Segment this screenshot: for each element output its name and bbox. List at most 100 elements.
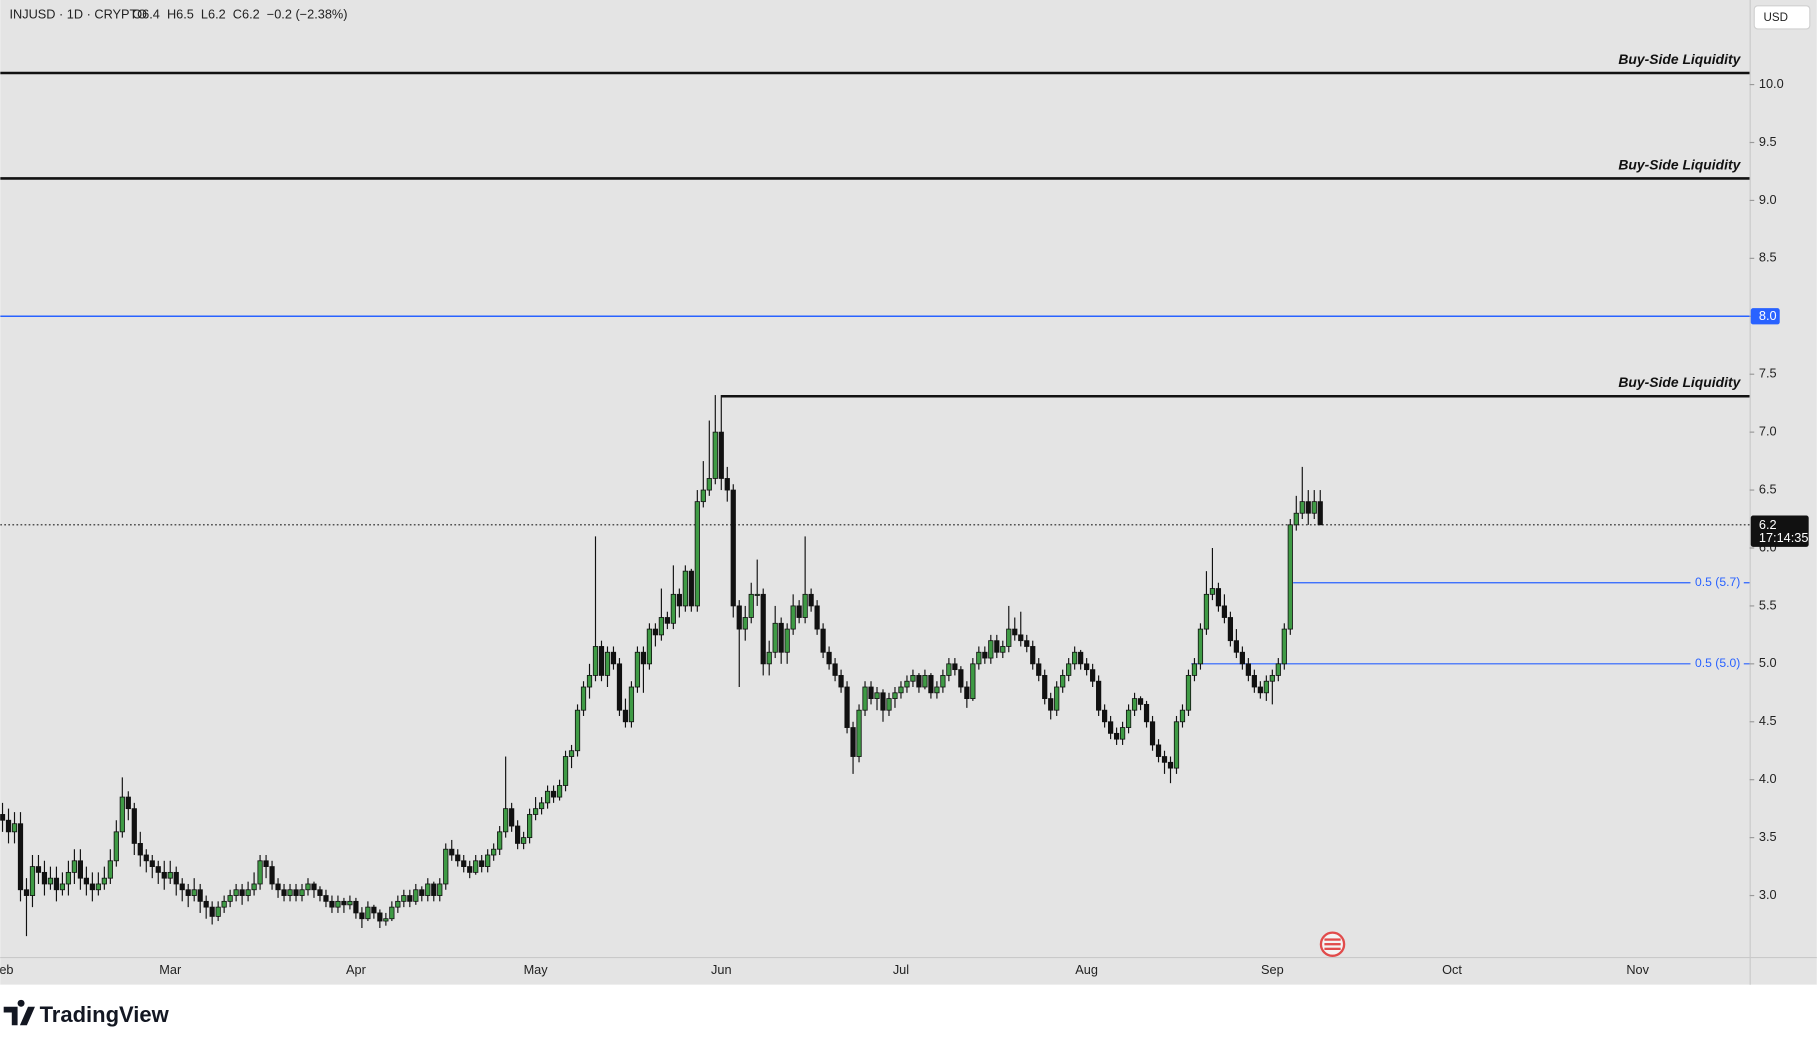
candle-body — [1072, 651, 1078, 665]
candle-body — [592, 646, 599, 676]
x-tick-label: Apr — [346, 962, 367, 977]
candle-body — [167, 871, 173, 879]
y-tick-label: 5.5 — [1759, 597, 1777, 612]
candle-body — [293, 889, 299, 896]
candle-body — [754, 593, 760, 596]
candle-body — [880, 692, 886, 711]
candle-body — [646, 628, 653, 665]
candle-body — [544, 790, 551, 804]
candle-body — [1173, 721, 1180, 769]
candle-body — [101, 877, 107, 885]
flag-stripe — [1324, 938, 1341, 941]
candle-body — [706, 478, 712, 491]
y-tick-label: 3.5 — [1759, 829, 1777, 844]
candle-body — [850, 727, 856, 757]
candle-body — [1078, 651, 1084, 665]
candle-body — [1060, 675, 1066, 688]
events-flag[interactable] — [1319, 931, 1346, 957]
candle-body — [419, 889, 425, 896]
candle-body — [1263, 680, 1269, 694]
x-tick-label: Mar — [159, 962, 182, 977]
candle-body — [239, 889, 245, 896]
last-price-label: 6.2 — [1759, 517, 1777, 532]
candle-body — [467, 866, 473, 873]
candle-body — [1137, 698, 1144, 705]
candle-body — [1167, 761, 1174, 769]
candle-body — [245, 889, 251, 896]
candle-body — [1293, 512, 1299, 526]
candle-body — [1000, 646, 1006, 653]
currency-box[interactable] — [1753, 5, 1811, 30]
candle-body — [485, 854, 491, 867]
candle-body — [5, 819, 12, 833]
candle-body — [808, 593, 814, 607]
candle-body — [934, 686, 940, 694]
candle-body — [604, 651, 611, 676]
brand-logo[interactable]: TradingView — [3, 999, 170, 1027]
candle-body — [311, 883, 317, 891]
candle-body — [538, 802, 545, 810]
candle-body — [622, 709, 629, 723]
candle-body — [431, 883, 437, 896]
candle-body — [275, 883, 281, 891]
price-axis: 3.03.54.04.55.05.56.06.57.07.58.08.59.09… — [1749, 76, 1809, 902]
candle-body — [53, 877, 60, 891]
liquidity-label: Buy-Side Liquidity — [1618, 374, 1741, 390]
y-tick-label: 6.5 — [1759, 481, 1777, 496]
candle-body — [814, 605, 820, 630]
fib-label: 0.5 (5.7) — [1695, 575, 1740, 589]
candle-body — [1131, 698, 1138, 711]
candle-body — [772, 622, 778, 653]
x-tick-label: Aug — [1075, 962, 1098, 977]
candle-body — [59, 883, 66, 891]
candle-body — [1299, 501, 1305, 514]
candle-body — [916, 675, 922, 688]
candle-body — [407, 895, 413, 902]
candle-body — [107, 860, 113, 879]
candle-body — [1191, 663, 1198, 676]
candle-body — [910, 675, 916, 682]
flag-stripe — [1324, 943, 1341, 946]
candle-body — [353, 900, 359, 914]
candle-body — [1024, 640, 1030, 647]
candle-body — [676, 593, 682, 607]
candle-body — [131, 808, 137, 844]
candle-body — [341, 900, 347, 906]
candle-body — [287, 889, 293, 896]
candle-body — [359, 912, 365, 920]
candle-body — [371, 906, 377, 914]
candle-body — [1275, 663, 1281, 676]
candle-body — [113, 831, 119, 862]
candle-body — [1012, 628, 1018, 636]
candle-body — [670, 593, 676, 624]
candle-body — [640, 651, 647, 665]
countdown-label: 17:14:35 — [1759, 530, 1809, 545]
candle-body — [1125, 709, 1132, 728]
y-tick-label: 5.0 — [1759, 655, 1777, 670]
y-tick-label: 7.5 — [1759, 366, 1777, 381]
candle-body — [832, 663, 838, 676]
candle-body — [1066, 663, 1072, 676]
candle-body — [982, 651, 988, 659]
candle-body — [35, 866, 42, 873]
candle-body — [568, 750, 575, 757]
y-tick-label: 10.0 — [1759, 76, 1784, 91]
candle-body — [856, 709, 862, 757]
candle-body — [886, 698, 892, 711]
candle-body — [191, 889, 197, 896]
y-tick-label: 3.0 — [1759, 887, 1777, 902]
candle-body — [556, 785, 563, 798]
candle-body — [838, 675, 844, 688]
candle-body — [1006, 628, 1012, 647]
candle-body — [1018, 634, 1024, 642]
candle-body — [65, 871, 72, 885]
candle-body — [874, 692, 880, 700]
candle-body — [521, 837, 527, 844]
candle-body — [1143, 703, 1150, 723]
candle-body — [155, 866, 161, 873]
candle-body — [562, 756, 569, 786]
candle-body — [1245, 663, 1251, 676]
candle-body — [1113, 732, 1120, 740]
